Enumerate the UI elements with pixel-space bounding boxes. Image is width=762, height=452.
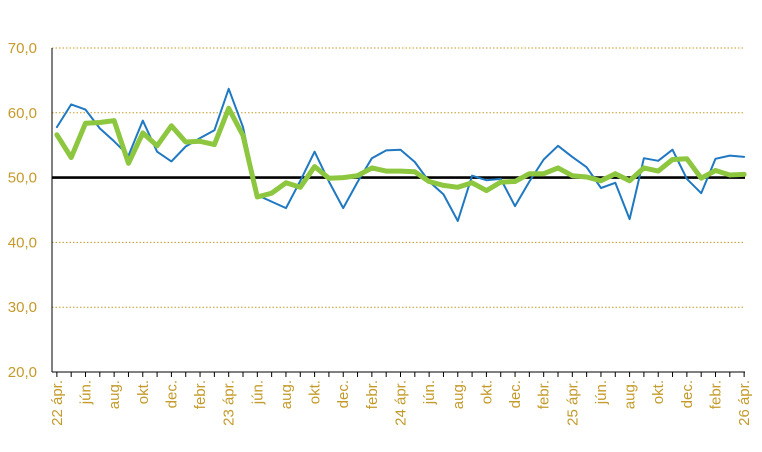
x-tick-label: jún. (78, 380, 95, 405)
y-tick-label: 40,0 (8, 234, 37, 251)
y-tick-label: 20,0 (8, 364, 37, 381)
x-tick-label: 22 ápr. (49, 380, 66, 426)
x-tick-label: 26 ápr. (736, 380, 753, 426)
x-tick-label: okt. (650, 380, 667, 404)
y-tick-label: 50,0 (8, 170, 37, 187)
x-tick-label: aug. (450, 380, 467, 409)
x-tick-label: dec. (163, 380, 180, 408)
x-tick-label: aug. (278, 380, 295, 409)
x-tick-label: 25 ápr. (564, 380, 581, 426)
x-tick-label: jún. (249, 380, 266, 405)
x-tick-label: okt. (135, 380, 152, 404)
x-tick-label: okt. (478, 380, 495, 404)
x-tick-label: dec. (335, 380, 352, 408)
x-tick-label: febr. (192, 380, 209, 409)
x-tick-label: 23 ápr. (221, 380, 238, 426)
series-line-blue (55, 87, 746, 222)
x-tick-label: jún. (421, 380, 438, 405)
x-tick-label: aug. (622, 380, 639, 409)
y-tick-label: 70,0 (8, 40, 37, 57)
x-tick-label: jún. (593, 380, 610, 405)
x-tick-label: febr. (536, 380, 553, 409)
series-line-green (54, 105, 747, 200)
y-tick-label: 60,0 (8, 105, 37, 122)
x-tick-label: dec. (679, 380, 696, 408)
x-tick-label: febr. (364, 380, 381, 409)
x-tick-label: okt. (307, 380, 324, 404)
x-tick-label: febr. (708, 380, 725, 409)
x-tick-label: 24 ápr. (393, 380, 410, 426)
x-tick-label: aug. (106, 380, 123, 409)
y-tick-label: 30,0 (8, 299, 37, 316)
x-tick-label: dec. (507, 380, 524, 408)
